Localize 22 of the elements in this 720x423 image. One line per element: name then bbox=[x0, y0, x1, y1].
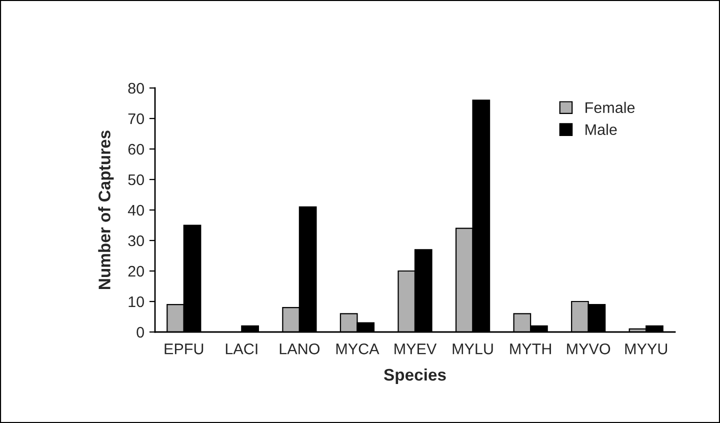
y-tick-label: 50 bbox=[128, 174, 144, 186]
x-axis-title: Species bbox=[384, 368, 446, 384]
x-tick-label: MYYU bbox=[625, 344, 667, 354]
y-tick-label: 30 bbox=[128, 235, 144, 246]
x-tick-label: MYTH bbox=[510, 344, 551, 354]
y-tick-label: 20 bbox=[128, 266, 144, 277]
legend-label: Male bbox=[586, 124, 617, 136]
y-tick-label: 80 bbox=[128, 82, 144, 94]
y-tick-label: 70 bbox=[128, 113, 144, 124]
y-tick-label: 10 bbox=[128, 296, 144, 308]
y-tick-label: 60 bbox=[128, 144, 144, 155]
x-tick-label: LACI bbox=[226, 344, 258, 354]
x-tick-label: MYLU bbox=[452, 344, 493, 354]
y-tick-label: 0 bbox=[136, 326, 144, 338]
x-tick-label: MYVO bbox=[567, 344, 610, 354]
x-tick-label: EPFU bbox=[164, 344, 204, 354]
y-axis-title: Number of Captures bbox=[98, 130, 114, 289]
y-tick-label: 40 bbox=[128, 204, 144, 216]
x-tick-label: MYCA bbox=[336, 344, 380, 354]
x-tick-label: LANO bbox=[280, 344, 320, 354]
legend-label: Female bbox=[586, 102, 635, 114]
x-tick-label: MYEV bbox=[394, 344, 437, 354]
